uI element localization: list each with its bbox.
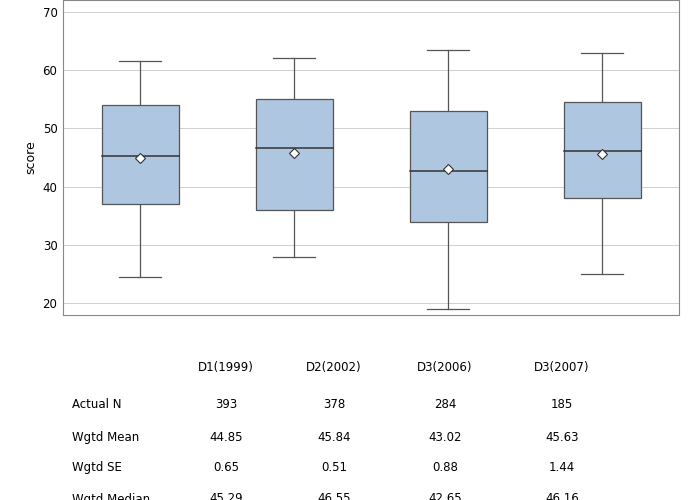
Text: 45.84: 45.84 — [317, 431, 351, 444]
Bar — [564, 102, 640, 198]
Text: D2(2002): D2(2002) — [306, 360, 362, 374]
Text: D3(2007): D3(2007) — [534, 360, 589, 374]
Y-axis label: score: score — [24, 140, 37, 174]
Text: Wgtd Median: Wgtd Median — [72, 492, 150, 500]
Text: 0.65: 0.65 — [214, 461, 239, 474]
Text: 378: 378 — [323, 398, 345, 411]
Text: 0.51: 0.51 — [321, 461, 347, 474]
Bar — [410, 111, 486, 222]
Text: 46.16: 46.16 — [545, 492, 579, 500]
Text: 46.55: 46.55 — [317, 492, 351, 500]
Text: 45.29: 45.29 — [209, 492, 243, 500]
Text: 1.44: 1.44 — [549, 461, 575, 474]
Text: 393: 393 — [215, 398, 237, 411]
Text: Wgtd SE: Wgtd SE — [72, 461, 122, 474]
Text: 43.02: 43.02 — [428, 431, 462, 444]
Bar — [256, 99, 332, 210]
Bar — [102, 105, 178, 204]
Text: 44.85: 44.85 — [209, 431, 243, 444]
Text: 0.88: 0.88 — [432, 461, 458, 474]
Text: 42.65: 42.65 — [428, 492, 462, 500]
Text: 284: 284 — [434, 398, 456, 411]
Text: Actual N: Actual N — [72, 398, 122, 411]
Text: 185: 185 — [551, 398, 573, 411]
Text: D3(2006): D3(2006) — [417, 360, 473, 374]
Text: D1(1999): D1(1999) — [198, 360, 254, 374]
Text: 45.63: 45.63 — [545, 431, 579, 444]
Text: Wgtd Mean: Wgtd Mean — [72, 431, 139, 444]
